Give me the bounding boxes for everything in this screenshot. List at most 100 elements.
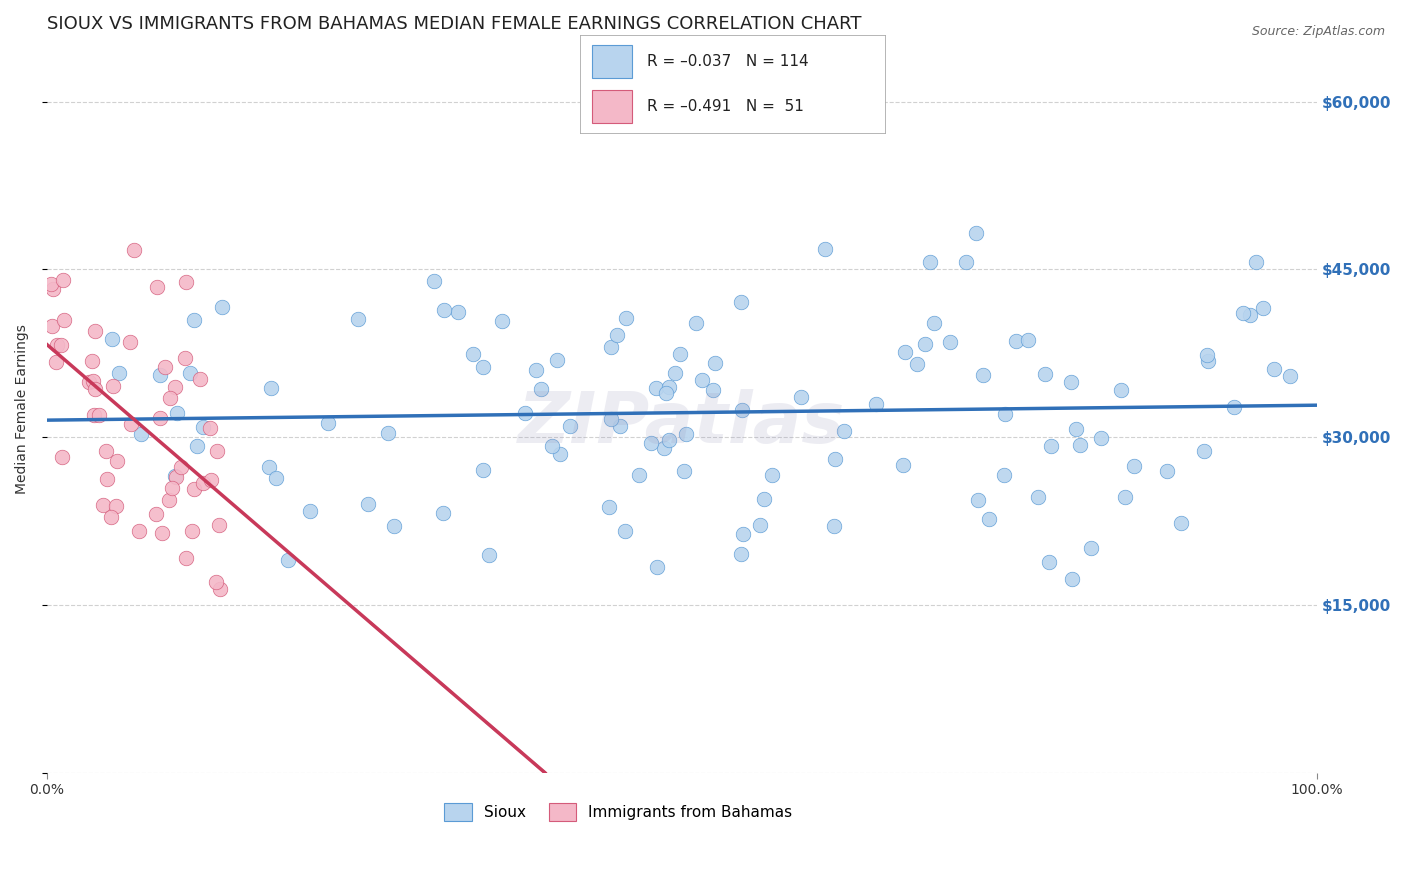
Point <box>191 475 214 490</box>
Point <box>200 473 222 487</box>
Point <box>316 416 339 430</box>
Point <box>211 300 233 314</box>
Point <box>41 282 63 296</box>
Point <box>1017 334 1039 348</box>
Point <box>685 316 707 330</box>
Point <box>159 391 181 405</box>
Point <box>513 406 536 420</box>
Point <box>105 454 128 468</box>
Point <box>191 420 214 434</box>
Point <box>832 425 855 439</box>
Point <box>1222 400 1244 414</box>
Point <box>91 498 114 512</box>
Point <box>814 242 837 256</box>
Point <box>598 500 620 514</box>
Point <box>174 276 197 290</box>
Point <box>752 492 775 507</box>
Point <box>1114 490 1136 504</box>
Point <box>600 340 623 354</box>
Point <box>972 368 994 382</box>
Point <box>77 376 100 390</box>
Point <box>277 552 299 566</box>
Point <box>188 372 211 386</box>
Point <box>124 244 146 258</box>
Point <box>731 527 754 541</box>
Point <box>83 408 105 422</box>
Point <box>893 458 915 472</box>
Point <box>967 493 990 508</box>
Point <box>977 512 1000 526</box>
Point <box>824 452 846 467</box>
Point <box>84 324 107 338</box>
Point <box>51 450 73 464</box>
Point <box>1251 301 1274 315</box>
Point <box>702 384 724 398</box>
Point <box>39 277 62 291</box>
Point <box>546 353 568 368</box>
Point <box>104 499 127 513</box>
Point <box>49 338 72 352</box>
Text: Source: ZipAtlas.com: Source: ZipAtlas.com <box>1251 25 1385 38</box>
Point <box>472 359 495 374</box>
Point <box>703 356 725 370</box>
Point <box>165 470 187 484</box>
Point <box>1080 541 1102 556</box>
Point <box>41 318 63 333</box>
Point <box>181 524 204 538</box>
Point <box>174 551 197 566</box>
Y-axis label: Median Female Earnings: Median Female Earnings <box>15 325 30 494</box>
Point <box>166 406 188 420</box>
Point <box>1195 348 1218 362</box>
Point <box>103 379 125 393</box>
Point <box>540 439 562 453</box>
Point <box>447 305 470 319</box>
Point <box>955 255 977 269</box>
Point <box>96 443 118 458</box>
Point <box>129 426 152 441</box>
Point <box>53 312 76 326</box>
Point <box>1239 309 1261 323</box>
Point <box>628 468 651 483</box>
Point <box>1170 516 1192 530</box>
Point <box>645 559 668 574</box>
Point <box>616 310 638 325</box>
Point <box>163 380 186 394</box>
Point <box>96 472 118 486</box>
Point <box>1122 458 1144 473</box>
Point <box>118 334 141 349</box>
Point <box>1090 431 1112 445</box>
Point <box>1004 334 1026 348</box>
Point <box>148 368 170 383</box>
Point <box>346 312 368 326</box>
Point <box>491 314 513 328</box>
Point <box>790 390 813 404</box>
Point <box>673 464 696 478</box>
Point <box>149 411 172 425</box>
Point <box>264 471 287 485</box>
Point <box>82 353 104 368</box>
Point <box>609 419 631 434</box>
Point <box>157 492 180 507</box>
Point <box>613 524 636 539</box>
Point <box>692 373 714 387</box>
Point <box>200 420 222 434</box>
Point <box>152 525 174 540</box>
Point <box>730 547 752 561</box>
Point <box>658 380 681 394</box>
Point <box>163 469 186 483</box>
Point <box>179 366 201 380</box>
Point <box>1033 368 1056 382</box>
Point <box>423 274 446 288</box>
Text: SIOUX VS IMMIGRANTS FROM BAHAMAS MEDIAN FEMALE EARNINGS CORRELATION CHART: SIOUX VS IMMIGRANTS FROM BAHAMAS MEDIAN … <box>46 15 862 33</box>
Point <box>382 519 405 533</box>
Point <box>52 273 75 287</box>
Point <box>260 381 283 395</box>
Point <box>644 381 666 395</box>
Point <box>548 447 571 461</box>
Point <box>183 483 205 497</box>
Point <box>357 497 380 511</box>
Point <box>145 507 167 521</box>
Point <box>108 366 131 380</box>
Point <box>153 360 176 375</box>
Point <box>1060 572 1083 586</box>
